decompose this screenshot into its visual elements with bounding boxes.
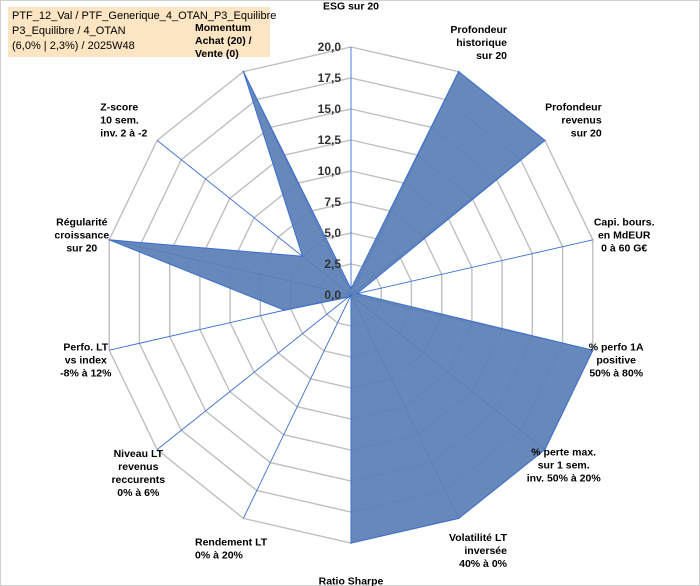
axis-label: Z-score 10 sem. inv. 2 à -2: [100, 101, 147, 139]
portfolio-profile: P3_Equilibre / 4_OTAN: [12, 25, 126, 37]
data-point: [347, 296, 349, 299]
data-point: [544, 448, 546, 451]
data-point: [108, 239, 110, 241]
portfolio-name: PTF_12_Val / PTF_Generique_4_OTAN_P3_Equ…: [12, 10, 277, 22]
data-point: [457, 70, 460, 73]
axis-label: Volatilité LT inversée 40% à 0%: [449, 532, 508, 570]
data-point: [356, 292, 358, 295]
axis-spoke: [242, 294, 352, 519]
data-point: [242, 70, 245, 73]
data-point: [350, 288, 352, 290]
axis-label: Capi. bours. en MdEUR 0 à 60 G€: [594, 216, 655, 254]
portfolio-stats: (6,0% | 2,3%) / 2025W48: [12, 40, 135, 52]
axis-label: Régularité croissance sur 20: [54, 216, 109, 254]
tick-label: 20,0: [318, 40, 342, 54]
axis-label: Profondeur historique sur 20: [450, 24, 507, 62]
data-point: [457, 517, 460, 520]
axis-label: Momentum Achat (20) / Vente (0): [195, 22, 252, 60]
data-point: [544, 139, 546, 142]
tick-label: 2,5: [324, 257, 341, 271]
tick-label: 15,0: [318, 102, 342, 116]
axis-label: % perte max. sur 1 sem. inv. 50% à 20%: [527, 447, 602, 485]
tick-label: 17,5: [318, 71, 342, 85]
data-point: [283, 309, 286, 312]
data-point: [350, 294, 352, 296]
axis-label: Perfo. LT vs index -8% à 12%: [60, 341, 112, 379]
axis-label: Profondeur revenus sur 20: [545, 101, 602, 139]
axis-label: Niveau LT revenus reccurents 0% à 6%: [111, 448, 165, 499]
tick-label: 5,0: [324, 226, 341, 240]
axis-label: % perfo 1A positive 50% à 80%: [589, 341, 644, 379]
tick-label: 0,0: [324, 288, 341, 302]
axis-label: Rendement LT 0% à 20%: [195, 537, 268, 562]
axis-label: NoteESG sur 20: [323, 0, 379, 12]
axis-spoke: [350, 239, 593, 296]
portfolio-info-box: PTF_12_Val / PTF_Generique_4_OTAN_P3_Equ…: [8, 7, 277, 57]
tick-label: 12,5: [318, 133, 342, 147]
tick-label: 7,5: [324, 195, 341, 209]
tick-label: 10,0: [318, 164, 342, 178]
data-point: [301, 255, 304, 258]
axis-spoke: [156, 294, 352, 450]
data-point: [350, 542, 352, 544]
axis-label: Ratio Sharpe0 à 1: [319, 575, 384, 586]
data-point: [592, 349, 594, 352]
